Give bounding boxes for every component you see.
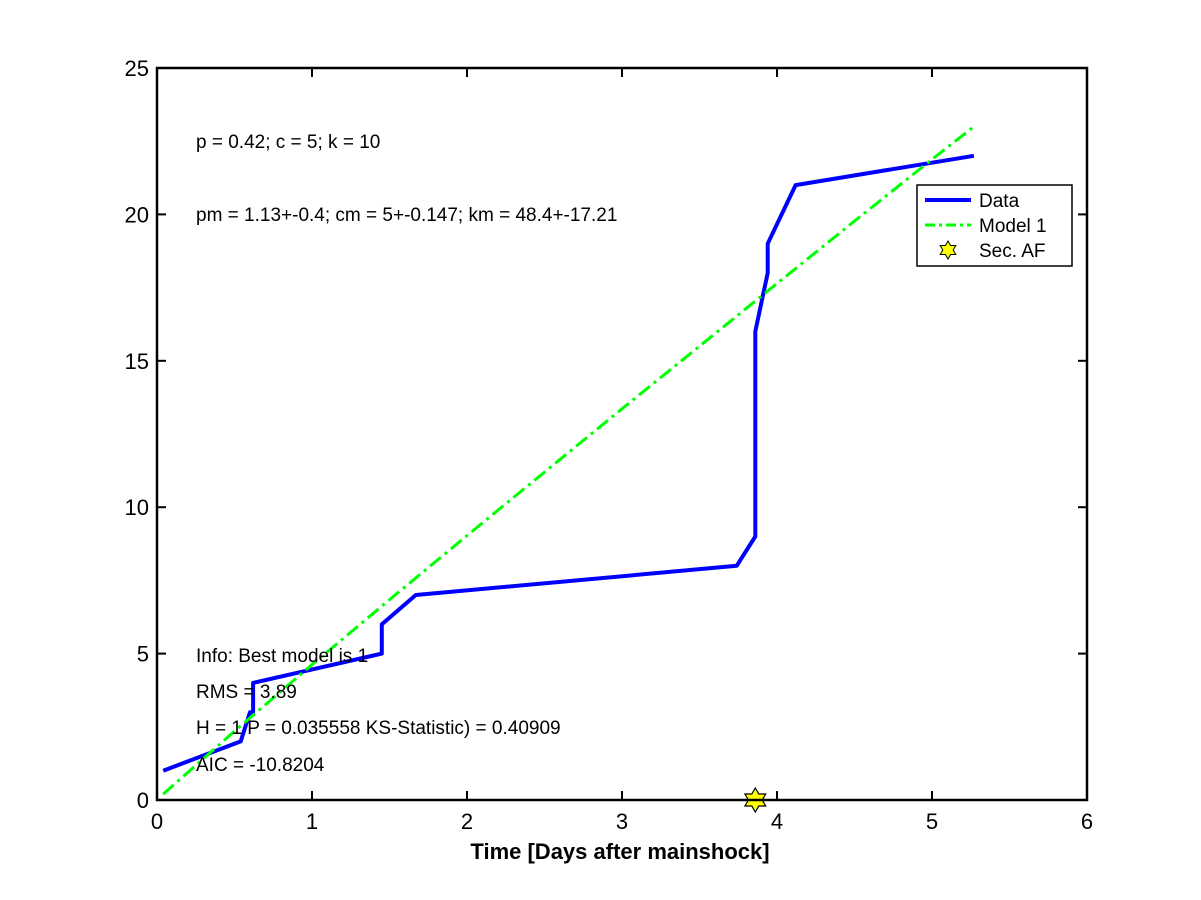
y-tick-label: 0 [137,788,149,813]
series-line-model-1 [162,125,975,796]
y-tick-label: 10 [125,495,149,520]
legend-marker-sec-af [939,240,957,260]
x-tick-label: 6 [1081,809,1093,834]
y-tick-label: 15 [125,349,149,374]
x-tick-label: 1 [306,809,318,834]
x-axis-title: Time [Days after mainshock] [470,839,769,864]
plot-data-layer [162,125,975,814]
x-tick-label: 3 [616,809,628,834]
legend-label-data: Data [979,191,1020,212]
annotation-params-model: pm = 1.13+-0.4; cm = 5+-0.147; km = 48.4… [196,205,617,226]
legend: Data Model 1 Sec. AF [916,184,1073,267]
x-tick-label: 2 [461,809,473,834]
legend-label-model-1: Model 1 [979,216,1047,237]
annotation-layer: p = 0.42; c = 5; k = 10 pm = 1.13+-0.4; … [196,132,617,776]
annotation-ks: H = 1 P = 0.035558 KS-Statistic) = 0.409… [196,718,561,739]
annotation-params: p = 0.42; c = 5; k = 10 [196,132,380,153]
y-tick-label: 5 [137,642,149,667]
series-line-data [162,153,975,773]
annotation-rms: RMS = 3.89 [196,682,297,703]
x-tick-label: 5 [926,809,938,834]
legend-label-sec-af: Sec. AF [979,241,1046,262]
x-tick-label: 4 [771,809,783,834]
annotation-info: Info: Best model is 1 [196,646,368,667]
y-tick-label: 20 [125,202,149,227]
axes: 0 1 2 3 4 5 6 0 5 10 15 20 25 [125,56,1094,834]
annotation-aic: AIC = -10.8204 [196,755,325,776]
x-tick-label: 0 [151,809,163,834]
y-tick-label: 25 [125,56,149,81]
